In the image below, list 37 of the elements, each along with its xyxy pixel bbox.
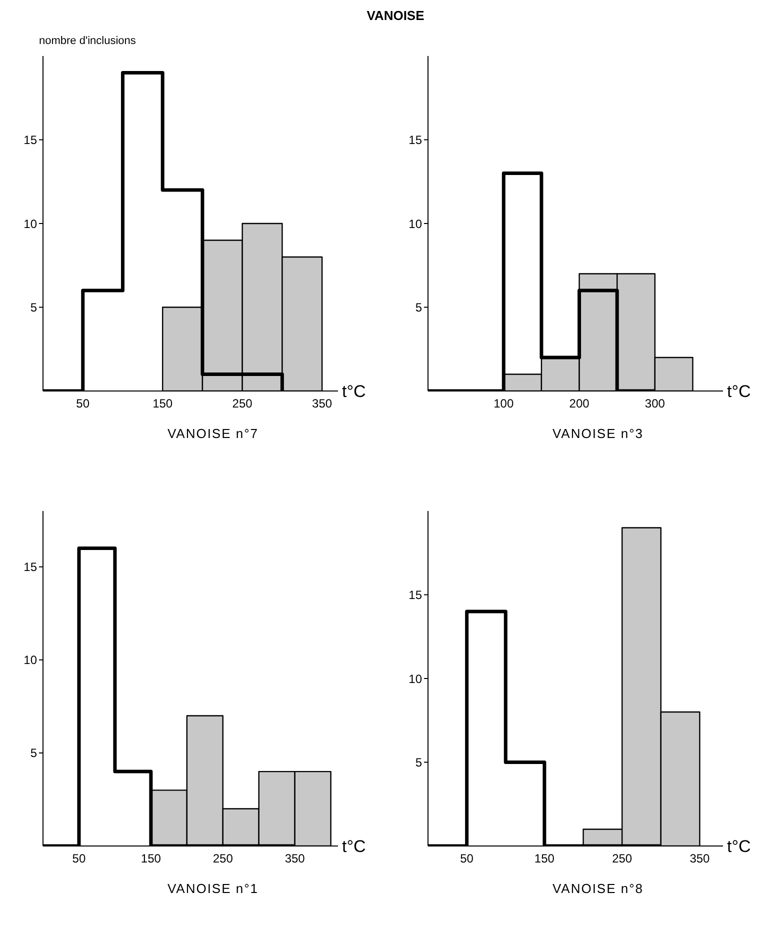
y-tick-label: 10	[24, 216, 38, 231]
x-tick-label: 250	[212, 852, 234, 866]
x-axis-title: t°C	[342, 837, 366, 856]
text: VANOISE n°3	[551, 426, 645, 441]
y-tick-label: 15	[24, 133, 38, 148]
text: VANOISE n°1	[166, 881, 260, 896]
x-tick-label: 50	[72, 852, 86, 866]
text: VANOISE	[366, 8, 424, 23]
x-tick-label: 250	[232, 396, 253, 411]
x-axis-title: t°C	[727, 837, 751, 856]
x-axis-title: t°C	[727, 382, 751, 401]
x-tick-label: 50	[76, 396, 90, 411]
x-tick-label: 200	[569, 396, 590, 411]
y-tick-label: 5	[415, 300, 422, 315]
y-tick-label: 15	[24, 560, 38, 574]
text: VANOISE n°8	[551, 881, 645, 896]
x-tick-label: 150	[152, 396, 173, 411]
x-tick-label: 150	[140, 852, 162, 866]
x-tick-label: 300	[644, 396, 666, 411]
x-tick-label: 150	[534, 852, 555, 866]
x-axis-title: t°C	[342, 382, 366, 401]
x-tick-label: 100	[494, 396, 514, 411]
y-tick-label: 10	[408, 216, 422, 231]
y-tick-label: 15	[408, 133, 422, 148]
y-axis-title: nombre d'inclusions	[39, 35, 136, 47]
y-tick-label: 10	[408, 672, 422, 686]
y-tick-label: 10	[24, 653, 38, 668]
x-tick-label: 350	[284, 852, 306, 866]
y-tick-label: 15	[408, 588, 422, 602]
x-tick-label: 250	[612, 852, 632, 866]
y-tick-label: 5	[30, 300, 38, 315]
text: VANOISE n°7	[166, 426, 260, 441]
y-tick-label: 5	[30, 746, 38, 760]
y-tick-label: 5	[415, 756, 422, 770]
x-tick-label: 350	[690, 852, 710, 866]
x-tick-label: 50	[460, 852, 474, 866]
x-tick-label: 350	[312, 396, 332, 411]
